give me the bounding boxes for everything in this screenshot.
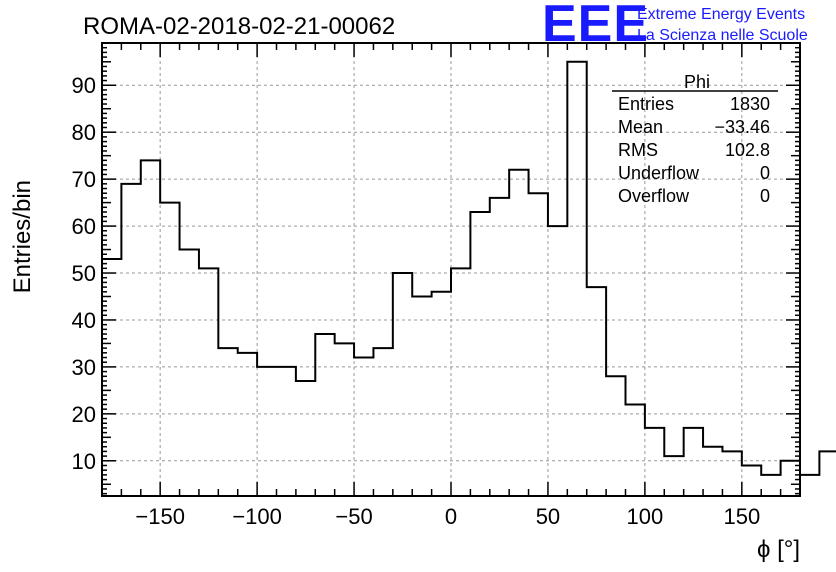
y-tick-labels: 10 20 30 40 50 60 70 80 90 (72, 73, 96, 474)
histogram-bin (141, 160, 160, 496)
y-tick-label: 30 (72, 355, 96, 380)
y-tick-label: 70 (72, 167, 96, 192)
histogram-bin (238, 353, 257, 496)
y-tick-label: 40 (72, 308, 96, 333)
stats-row-value: 0 (760, 163, 770, 183)
histogram-bin (451, 268, 470, 496)
stats-row-value: 102.8 (725, 140, 770, 160)
x-tick-label: −50 (335, 504, 372, 529)
histogram-bin (121, 184, 140, 496)
histogram-bin (606, 376, 625, 496)
chart-title: ROMA-02-2018-02-21-00062 (83, 13, 395, 40)
logo-line2: La Scienza nelle Scuole (637, 27, 808, 44)
x-tick-label: −100 (232, 504, 282, 529)
histogram-bin (257, 367, 276, 496)
histogram-bin (548, 226, 567, 496)
axis-ticks (101, 43, 801, 496)
histogram-outline (101, 60, 836, 496)
histogram-bin (199, 268, 218, 496)
stats-row-label: Entries (618, 94, 674, 114)
stats-row-value: 0 (760, 186, 770, 206)
y-tick-label: 20 (72, 402, 96, 427)
histogram-bin (315, 334, 334, 496)
histogram-bin (645, 428, 664, 496)
histogram-bin (180, 250, 199, 496)
histogram-bin (354, 358, 373, 496)
stats-row-value: 1830 (730, 94, 770, 114)
logo-line1: Extreme Energy Events (637, 6, 805, 23)
y-tick-label: 80 (72, 120, 96, 145)
histogram-bin (761, 475, 780, 496)
eee-logo: EEE Extreme Energy Events La Scienza nel… (542, 0, 808, 53)
histogram-bin (800, 475, 819, 496)
histogram-bin (703, 447, 722, 496)
histogram-bin (160, 203, 179, 496)
histogram-bin (664, 456, 683, 496)
stats-row-value: −33.46 (714, 117, 770, 137)
stats-row-label: Overflow (618, 186, 690, 206)
histogram-bin (587, 287, 606, 496)
histogram-bin (335, 343, 354, 496)
histogram-bin (722, 451, 741, 496)
y-tick-label: 90 (72, 73, 96, 98)
histogram-bin (529, 193, 548, 496)
logo-mark: EEE (542, 0, 649, 53)
stats-row-label: Underflow (618, 163, 700, 183)
histogram-bin (470, 212, 489, 496)
x-tick-label: 50 (536, 504, 560, 529)
histogram-bin (432, 292, 451, 496)
stats-row-label: Mean (618, 117, 663, 137)
x-tick-labels: −150 −100 −50 0 50 100 150 (135, 504, 760, 529)
histogram-bin (296, 381, 315, 496)
histogram-bin (684, 428, 703, 496)
histogram-bin (819, 451, 836, 496)
stats-title: Phi (684, 72, 710, 92)
y-tick-label: 60 (72, 214, 96, 239)
stats-row-label: RMS (618, 140, 658, 160)
histogram-bin (742, 465, 761, 496)
histogram-bin (393, 273, 412, 496)
histogram-bin (218, 348, 237, 496)
histogram-bin (373, 348, 392, 496)
histogram-bin (567, 62, 586, 496)
y-tick-label: 10 (72, 449, 96, 474)
histogram-bin (412, 296, 431, 496)
x-tick-label: 100 (627, 504, 664, 529)
x-tick-label: 0 (445, 504, 457, 529)
x-tick-label: 150 (723, 504, 760, 529)
histogram-bin (277, 367, 296, 496)
stats-box: Phi Entries 1830 Mean −33.46 RMS 102.8 Underfl… (612, 72, 778, 206)
histogram-bin (490, 198, 509, 496)
stats-rows: Entries 1830 Mean −33.46 RMS 102.8 Underflow 0 O… (618, 94, 770, 206)
x-axis-label: ϕ [°] (757, 536, 800, 563)
histogram-bin (509, 170, 528, 496)
x-tick-label: −150 (135, 504, 185, 529)
y-tick-label: 50 (72, 261, 96, 286)
histogram-bin (626, 404, 645, 496)
y-axis-label: Entries/bin (9, 180, 36, 293)
